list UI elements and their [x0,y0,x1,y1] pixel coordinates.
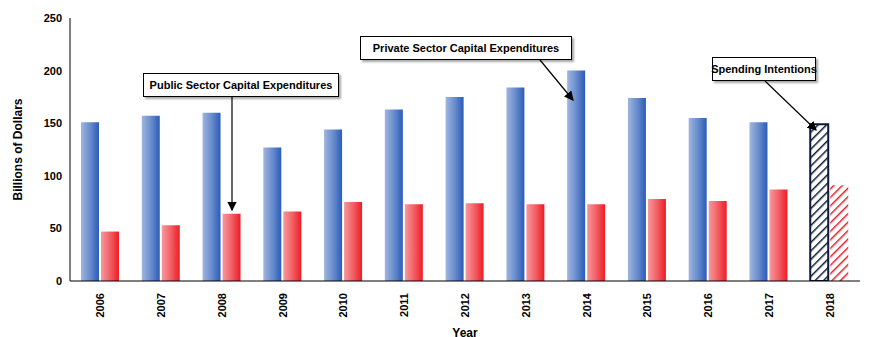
html-text:Spending Intentions: Spending Intentions [711,63,817,75]
svg-text:2013: 2013 [520,293,532,317]
svg-text:2017: 2017 [763,293,775,317]
svg-text:200: 200 [44,65,62,77]
svg-text:2016: 2016 [702,293,714,317]
svg-text:2009: 2009 [277,293,289,317]
html-text:Private Sector Capital Expendi: Private Sector Capital Expenditures [372,42,560,54]
svg-text:2012: 2012 [459,293,471,317]
svg-text:50: 50 [50,222,62,234]
svg-text:2010: 2010 [337,293,349,317]
svg-text:150: 150 [44,117,62,129]
svg-text:2015: 2015 [641,293,653,317]
svg-text:100: 100 [44,170,62,182]
svg-text:2006: 2006 [94,293,106,317]
svg-text:2018: 2018 [824,293,836,317]
html-text:Public Sector Capital Expendit: Public Sector Capital Expenditures [149,79,333,91]
svg-text:2008: 2008 [216,293,228,317]
svg-text:2011: 2011 [398,293,410,317]
svg-text:250: 250 [44,12,62,24]
svg-text:2014: 2014 [581,292,593,317]
svg-text:Year: Year [452,326,478,337]
svg-text:2007: 2007 [155,293,167,317]
svg-text:Billions of Dollars: Billions of Dollars [11,98,25,200]
svg-text:0: 0 [56,275,62,287]
